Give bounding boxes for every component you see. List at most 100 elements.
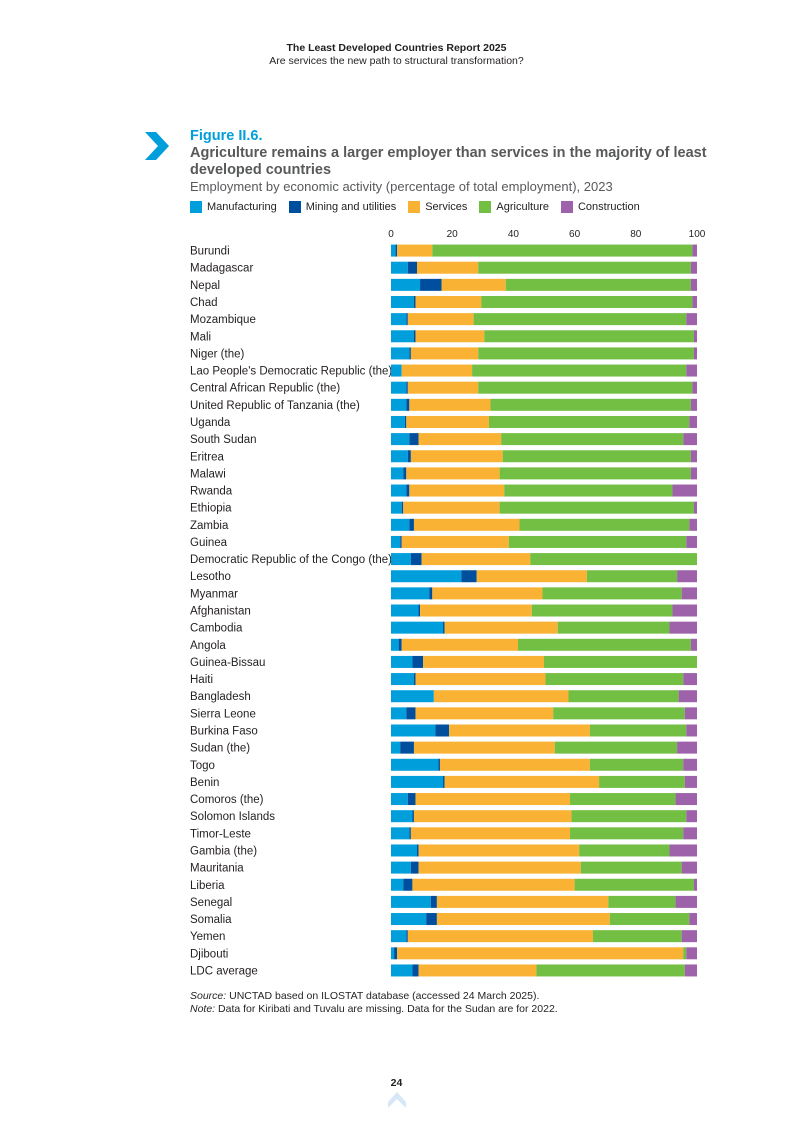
bar-services-benin [444,775,600,788]
bar-mining-and-utilities-timor-leste [409,827,411,840]
bar-construction-zambia [689,518,697,531]
bar-construction-lao-people-s-democratic-republic-the [686,364,697,377]
bar-construction-senegal [675,895,697,908]
bar-manufacturing-guinea-bissau [391,655,413,668]
bar-construction-south-sudan [683,433,697,446]
bar-agriculture-benin [599,775,685,788]
bar-services-mali [415,330,485,343]
bar-manufacturing-benin [391,775,444,788]
page-number: 24 [390,1077,403,1089]
bar-services-democratic-republic-of-the-congo-the [421,553,531,566]
category-label-nepal: Nepal [190,280,220,292]
category-label-guinea-bissau: Guinea-Bissau [190,657,265,669]
bar-manufacturing-gambia-the [391,844,418,857]
bar-construction-burkina-faso [686,724,697,737]
bar-construction-yemen [681,930,697,943]
category-label-united-republic-of-tanzania-the: United Republic of Tanzania (the) [190,400,360,412]
bar-agriculture-central-african-republic-the [478,381,693,394]
bar-services-liberia [412,878,575,891]
bar-services-sierra-leone [415,707,554,720]
bar-agriculture-malawi [499,467,691,480]
bar-manufacturing-mali [391,330,414,343]
bar-mining-and-utilities-gambia-the [417,844,419,857]
bar-construction-united-republic-of-tanzania-the [690,398,697,411]
category-label-guinea: Guinea [190,537,228,549]
bar-services-malawi [406,467,500,480]
bar-services-burkina-faso [449,724,590,737]
bar-construction-guinea [686,535,697,548]
bar-services-haiti [415,673,546,686]
bar-agriculture-guinea-bissau [544,655,697,668]
category-label-sierra-leone: Sierra Leone [190,708,256,720]
bar-manufacturing-rwanda [391,484,407,497]
bar-manufacturing-djibouti [391,947,395,960]
bar-manufacturing-cambodia [391,621,444,634]
bar-agriculture-mali [484,330,694,343]
bar-agriculture-angola [517,638,691,651]
category-label-angola: Angola [190,640,226,652]
legend-item-agriculture: Agriculture [479,201,549,213]
bar-agriculture-timor-leste [570,827,684,840]
bar-agriculture-afghanistan [531,604,673,617]
bar-mining-and-utilities-togo [438,758,440,771]
bar-manufacturing-central-african-republic-the [391,381,407,394]
bar-mining-and-utilities-mali [413,330,416,343]
source-label: Source: [190,990,227,1002]
source-note: Source: UNCTAD based on ILOSTAT database… [190,990,558,1003]
page-header: The Least Developed Countries Report 202… [0,42,793,68]
bar-agriculture-gambia-the [579,844,670,857]
x-tick-label-60: 60 [569,229,581,240]
bar-mining-and-utilities-sierra-leone [406,707,416,720]
bar-services-lao-people-s-democratic-republic-the [401,364,473,377]
data-note: Note: Data for Kiribati and Tuvalu are m… [190,1003,558,1016]
bar-mining-and-utilities-central-african-republic-the [406,381,408,394]
bar-services-madagascar [417,261,479,274]
bar-agriculture-zambia [519,518,690,531]
category-label-central-african-republic-the: Central African Republic (the) [190,383,340,395]
bar-manufacturing-solomon-islands [391,810,413,823]
bar-manufacturing-sierra-leone [391,707,407,720]
bar-services-togo [439,758,590,771]
bar-construction-solomon-islands [686,810,697,823]
bar-construction-malawi [690,467,697,480]
bar-mining-and-utilities-burkina-faso [435,724,450,737]
bar-manufacturing-madagascar [391,261,408,274]
bar-manufacturing-senegal [391,895,431,908]
bar-mining-and-utilities-yemen [406,930,408,943]
bar-agriculture-nepal [505,278,691,291]
bar-construction-chad [692,295,697,308]
bar-agriculture-djibouti [683,947,687,960]
bar-mining-and-utilities-solomon-islands [412,810,414,823]
bar-mining-and-utilities-united-republic-of-tanzania-the [406,398,410,411]
bar-construction-haiti [683,673,697,686]
bar-manufacturing-bangladesh [391,690,434,703]
bar-manufacturing-eritrea [391,450,408,463]
bar-agriculture-solomon-islands [571,810,687,823]
bar-agriculture-comoros-the [570,793,676,806]
bar-manufacturing-somalia [391,913,427,926]
legend-swatch-agriculture [479,201,492,213]
bar-mining-and-utilities-angola [398,638,402,651]
bar-manufacturing-myanmar [391,587,430,600]
bar-agriculture-mauritania [580,861,682,874]
category-label-cambodia: Cambodia [190,623,243,635]
bar-manufacturing-haiti [391,673,414,686]
category-label-south-sudan: South Sudan [190,434,257,446]
bar-services-comoros-the [415,793,571,806]
bar-services-lesotho [476,570,587,583]
bar-mining-and-utilities-cambodia [443,621,445,634]
bar-services-nepal [441,278,506,291]
x-tick-label-100: 100 [689,229,706,240]
legend-label-construction: Construction [577,201,640,213]
bar-manufacturing-chad [391,295,414,308]
bar-mining-and-utilities-lesotho [461,570,477,583]
bar-construction-central-african-republic-the [692,381,697,394]
bar-services-bangladesh [433,690,569,703]
back-to-top-icon[interactable] [387,1090,407,1110]
x-tick-label-80: 80 [630,229,642,240]
bar-services-senegal [436,895,609,908]
category-label-gambia-the: Gambia (the) [190,845,257,857]
category-label-madagascar: Madagascar [190,263,253,275]
category-label-burundi: Burundi [190,246,230,258]
bar-construction-somalia [689,913,697,926]
